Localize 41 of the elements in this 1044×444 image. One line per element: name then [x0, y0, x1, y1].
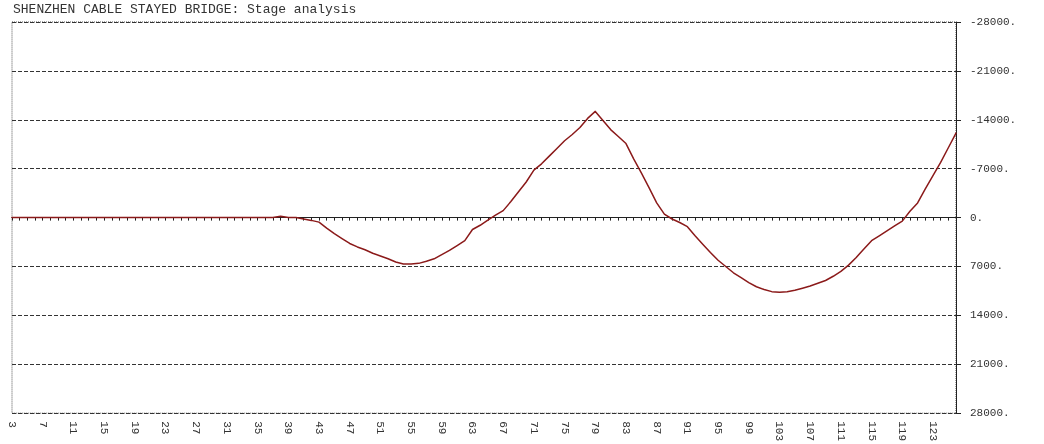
- x-tick-label: 71: [527, 421, 540, 435]
- x-tick-label: 31: [220, 421, 233, 435]
- x-tick-label: 19: [128, 421, 141, 435]
- x-tick-label: 35: [251, 421, 264, 435]
- x-tick-label: 103: [773, 421, 786, 442]
- y-tick-label: -7000.: [970, 162, 1010, 175]
- x-tick-label: 51: [374, 421, 387, 435]
- x-tick-label: 23: [159, 421, 172, 435]
- x-tick-label: 119: [896, 421, 909, 442]
- x-tick-label: 3: [6, 421, 18, 428]
- y-tick-label: 0.: [970, 211, 984, 224]
- x-tick-label: 7: [36, 421, 49, 428]
- x-tick-label: 91: [681, 421, 694, 435]
- x-tick-label: 99: [742, 421, 755, 435]
- y-tick-label: -21000.: [970, 64, 1017, 77]
- x-tick-label: 95: [712, 421, 725, 435]
- y-tick-label: -28000.: [970, 16, 1017, 28]
- y-tick-label: 14000.: [970, 309, 1010, 322]
- x-tick-label: 11: [67, 421, 80, 435]
- x-tick-label: 123: [926, 421, 939, 442]
- x-tick-label: 39: [282, 421, 295, 435]
- x-tick-label: 67: [497, 421, 510, 435]
- x-tick-label: 15: [98, 421, 111, 435]
- x-tick-label: 47: [343, 421, 356, 435]
- y-tick-label: 28000.: [970, 407, 1010, 420]
- x-tick-label: 43: [312, 421, 325, 435]
- y-tick-label: 21000.: [970, 358, 1010, 371]
- x-tick-label: 83: [619, 421, 632, 435]
- x-tick-label: 87: [650, 421, 663, 435]
- x-tick-label: 27: [190, 421, 203, 435]
- x-tick-label: 111: [834, 421, 847, 442]
- x-tick-label: 115: [865, 421, 878, 442]
- x-tick-label: 75: [558, 421, 571, 435]
- x-tick-label: 63: [466, 421, 479, 435]
- x-tick-label: 79: [589, 421, 602, 435]
- x-tick-label: 107: [804, 421, 817, 442]
- chart-title: SHENZHEN CABLE STAYED BRIDGE: Stage analysis: [13, 2, 357, 17]
- y-tick-label: -14000.: [970, 113, 1017, 126]
- x-tick-label: 55: [405, 421, 418, 435]
- y-tick-label: 7000.: [970, 260, 1004, 273]
- x-tick-label: 59: [435, 421, 448, 435]
